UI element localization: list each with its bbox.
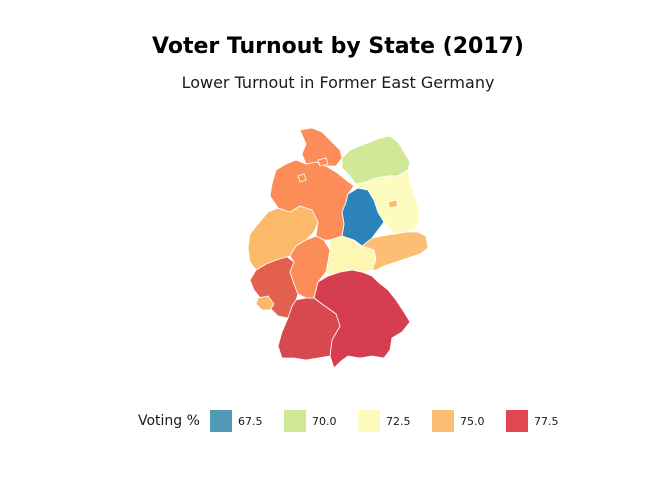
chart-title: Voter Turnout by State (2017) bbox=[152, 34, 524, 59]
legend-key-77-5 bbox=[505, 410, 528, 432]
legend-title: Voting % bbox=[138, 413, 200, 429]
state-sachsen[interactable] bbox=[361, 231, 429, 271]
legend: Voting % 67.5 70.0 72.5 75.0 77.5 bbox=[138, 409, 580, 433]
state-schleswig-holstein[interactable] bbox=[299, 127, 343, 167]
legend-item: 77.5 bbox=[505, 410, 570, 432]
legend-label: 67.5 bbox=[237, 414, 263, 428]
state-hamburg[interactable] bbox=[317, 157, 329, 167]
legend-label: 77.5 bbox=[533, 414, 559, 428]
state-baden-wuerttemberg[interactable] bbox=[277, 297, 341, 361]
chart-subtitle: Lower Turnout in Former East Germany bbox=[181, 73, 495, 92]
state-mecklenburg-vorpommern[interactable] bbox=[341, 135, 411, 185]
legend-label: 75.0 bbox=[459, 414, 485, 428]
legend-key-67-5 bbox=[209, 410, 232, 432]
legend-key-75-0 bbox=[431, 410, 454, 432]
legend-label: 70.0 bbox=[311, 414, 337, 428]
legend-item: 70.0 bbox=[283, 410, 348, 432]
legend-item: 72.5 bbox=[357, 410, 422, 432]
legend-item: 67.5 bbox=[209, 410, 274, 432]
state-bremen[interactable] bbox=[297, 173, 307, 183]
legend-item: 75.0 bbox=[431, 410, 496, 432]
state-saarland[interactable] bbox=[255, 295, 275, 311]
state-berlin[interactable] bbox=[387, 199, 399, 209]
legend-label: 72.5 bbox=[385, 414, 411, 428]
legend-key-70-0 bbox=[283, 410, 306, 432]
legend-key-72-5 bbox=[357, 410, 380, 432]
state-hessen[interactable] bbox=[289, 235, 331, 299]
